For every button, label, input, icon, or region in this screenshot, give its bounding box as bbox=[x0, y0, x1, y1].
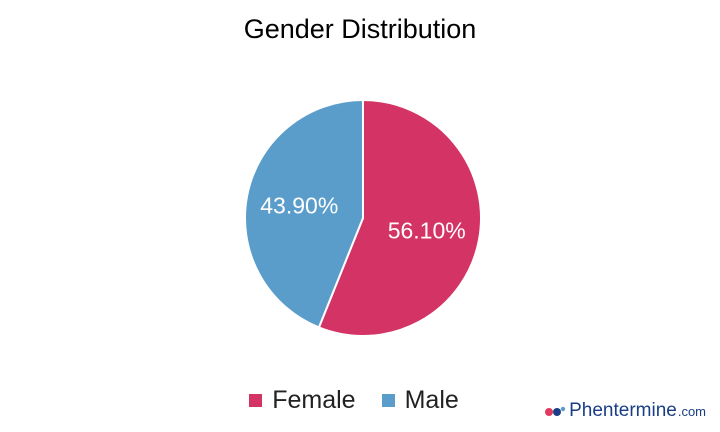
data-label-female: 56.10% bbox=[388, 217, 466, 243]
legend-swatch-male bbox=[381, 394, 395, 407]
legend-item-male: Male bbox=[381, 386, 459, 415]
pie-slice-male bbox=[244, 98, 364, 329]
legend-label-female: Female bbox=[272, 386, 356, 414]
data-label-male: 43.90% bbox=[260, 193, 338, 219]
chart-title: Gender Distribution bbox=[243, 14, 477, 44]
legend-item-female: Female bbox=[249, 386, 356, 415]
watermark-suffix: .com bbox=[677, 403, 706, 419]
legend: Female Male bbox=[0, 386, 714, 415]
legend-swatch-female bbox=[249, 394, 263, 407]
pill-logo-icon bbox=[545, 406, 566, 416]
legend-label-male: Male bbox=[404, 386, 459, 414]
pie-slice-female bbox=[317, 98, 482, 337]
watermark-brand: Phentermine bbox=[569, 400, 677, 421]
phentermine-watermark: Phentermine .com bbox=[544, 400, 706, 422]
